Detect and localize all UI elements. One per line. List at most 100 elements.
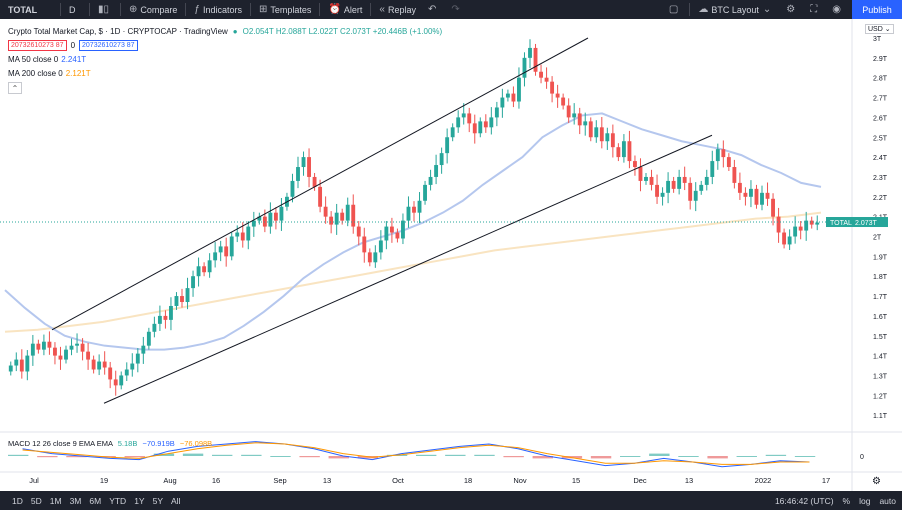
price-tick-label: 2.7T bbox=[873, 96, 888, 103]
chart-legend: Crypto Total Market Cap, $ · 1D · CRYPTO… bbox=[8, 26, 442, 97]
candle-body bbox=[445, 137, 450, 154]
currency-selector[interactable]: USD ⌄ bbox=[865, 24, 894, 34]
macd-legend[interactable]: MACD 12 26 close 9 EMA EMA 5.18B −70.919… bbox=[8, 439, 212, 448]
camera-icon: ◉ bbox=[832, 4, 841, 15]
fullscreen-layout-button[interactable]: ▢ bbox=[663, 0, 687, 19]
publish-label: Publish bbox=[862, 4, 892, 15]
range-button-5d[interactable]: 5D bbox=[30, 495, 42, 506]
macd-histogram-bar bbox=[37, 456, 58, 458]
macd-value: 5.18B bbox=[117, 439, 138, 448]
candle-body bbox=[141, 345, 146, 354]
candle-body bbox=[157, 315, 162, 324]
candle-body bbox=[356, 226, 361, 237]
templates-button[interactable]: ⊞ Templates bbox=[253, 0, 317, 19]
time-tick-label: Oct bbox=[392, 476, 405, 485]
range-button-1m[interactable]: 1M bbox=[49, 495, 62, 506]
ma200-value: 2.121T bbox=[65, 69, 91, 78]
axis-settings-gear-icon[interactable]: ⚙ bbox=[872, 476, 881, 487]
toolbar-divider bbox=[250, 3, 252, 16]
log-toggle[interactable]: log bbox=[859, 495, 871, 506]
candle-body bbox=[323, 206, 328, 217]
compare-label: Compare bbox=[140, 4, 178, 15]
settings-button[interactable]: ⚙ bbox=[780, 0, 804, 19]
candle-body bbox=[649, 176, 654, 185]
snapshot-button[interactable]: ◉ bbox=[826, 0, 850, 19]
range-button-all[interactable]: All bbox=[171, 495, 181, 506]
candle-body bbox=[638, 167, 643, 181]
candle-body bbox=[677, 176, 682, 189]
indicators-button[interactable]: ƒ Indicators bbox=[188, 0, 248, 19]
price-tick-label: 1.2T bbox=[873, 393, 888, 400]
auto-toggle[interactable]: auto bbox=[879, 495, 896, 506]
range-button-1d[interactable]: 1D bbox=[12, 495, 23, 506]
candle-body bbox=[340, 212, 345, 221]
range-button-3m[interactable]: 3M bbox=[69, 495, 82, 506]
alert-button[interactable]: ⏰ Alert bbox=[322, 0, 368, 19]
chart-canvas[interactable]: 3T2.9T2.8T2.7T2.6T2.5T2.4T2.3T2.2T2.1T2T… bbox=[0, 19, 902, 491]
interval-button[interactable]: D bbox=[63, 0, 87, 19]
candle-body bbox=[296, 167, 300, 181]
macd-histogram-bar bbox=[182, 453, 204, 456]
candle-body bbox=[318, 186, 323, 207]
chevron-down-icon: ⌄ bbox=[762, 4, 772, 15]
layout-button[interactable]: ☁ BTC Layout ⌄ bbox=[692, 0, 780, 19]
square-icon: ▢ bbox=[668, 4, 679, 15]
candle-body bbox=[771, 198, 775, 217]
legend-ma200-row[interactable]: MA 200 close 0 2.121T bbox=[8, 68, 442, 79]
range-button-1y[interactable]: 1Y bbox=[134, 495, 145, 506]
candle-body bbox=[47, 341, 52, 348]
candle-body bbox=[671, 180, 676, 189]
publish-button[interactable]: Publish bbox=[852, 0, 902, 19]
candle-body bbox=[218, 246, 223, 253]
toolbar-divider bbox=[60, 3, 61, 16]
candle-body bbox=[163, 315, 168, 320]
candle-body bbox=[539, 71, 543, 78]
macd-histogram-bar bbox=[328, 456, 349, 459]
symbol-search-button[interactable]: TOTAL bbox=[0, 0, 58, 19]
undo-button[interactable]: ↶ bbox=[422, 0, 445, 19]
candle-body bbox=[246, 226, 251, 241]
candle-body bbox=[577, 113, 582, 126]
ma50-value: 2.241T bbox=[61, 55, 87, 64]
macd-histogram-bar bbox=[736, 456, 757, 457]
legend-number-box[interactable]: 20732610273 87 bbox=[79, 40, 138, 51]
candle-body bbox=[373, 252, 378, 263]
candle-body bbox=[528, 47, 532, 58]
range-button-6m[interactable]: 6M bbox=[89, 495, 102, 506]
candle-body bbox=[737, 182, 742, 193]
toolbar-divider bbox=[89, 3, 90, 16]
candle-body bbox=[174, 296, 179, 306]
candle-body bbox=[108, 367, 113, 380]
legend-ma50-row[interactable]: MA 50 close 0 2.241T bbox=[8, 54, 442, 65]
chart-pane[interactable]: 3T2.9T2.8T2.7T2.6T2.5T2.4T2.3T2.2T2.1T2T… bbox=[0, 19, 902, 491]
candle-body bbox=[91, 359, 96, 370]
range-button-5y[interactable]: 5Y bbox=[152, 495, 163, 506]
redo-button[interactable]: ↷ bbox=[445, 0, 468, 19]
legend-title-row: Crypto Total Market Cap, $ · 1D · CRYPTO… bbox=[8, 26, 442, 37]
replay-label: Replay bbox=[387, 4, 416, 15]
price-tick-label: 2.2T bbox=[873, 195, 888, 202]
percent-toggle[interactable]: % bbox=[842, 495, 851, 506]
candle-body bbox=[290, 180, 295, 197]
price-tick-label: 2.3T bbox=[873, 175, 888, 182]
ma200-line bbox=[4, 211, 822, 333]
candle-body bbox=[776, 216, 781, 233]
bar-style-button[interactable]: ▮▯ bbox=[92, 0, 118, 19]
price-tick-label: 1.1T bbox=[873, 413, 888, 420]
macd-histogram-bar bbox=[765, 454, 787, 456]
candle-body bbox=[489, 117, 494, 128]
compare-button[interactable]: ⊕ Compare bbox=[123, 0, 183, 19]
range-button-ytd[interactable]: YTD bbox=[109, 495, 127, 506]
candle-body bbox=[428, 176, 433, 185]
bottom-bar: 1D 5D 1M 3M 6M YTD 1Y 5Y All 16:46:42 (UTC) % lo… bbox=[0, 491, 902, 510]
bottom-right-controls: 16:46:42 (UTC) % log auto bbox=[775, 496, 896, 506]
replay-button[interactable]: «Replay bbox=[373, 0, 422, 19]
clock-time[interactable]: 16:46:42 (UTC) bbox=[774, 495, 834, 506]
collapse-legend-button[interactable]: ⌃ bbox=[8, 82, 22, 94]
price-tick-label: 1.4T bbox=[873, 354, 888, 361]
fullscreen-button[interactable]: ⛶ bbox=[804, 0, 826, 19]
legend-number-box[interactable]: 20732610273 87 bbox=[8, 40, 67, 51]
range-buttons: 1D 5D 1M 3M 6M YTD 1Y 5Y All bbox=[0, 496, 184, 506]
time-tick-label: Dec bbox=[633, 476, 647, 485]
undo-icon: ↶ bbox=[427, 4, 437, 15]
